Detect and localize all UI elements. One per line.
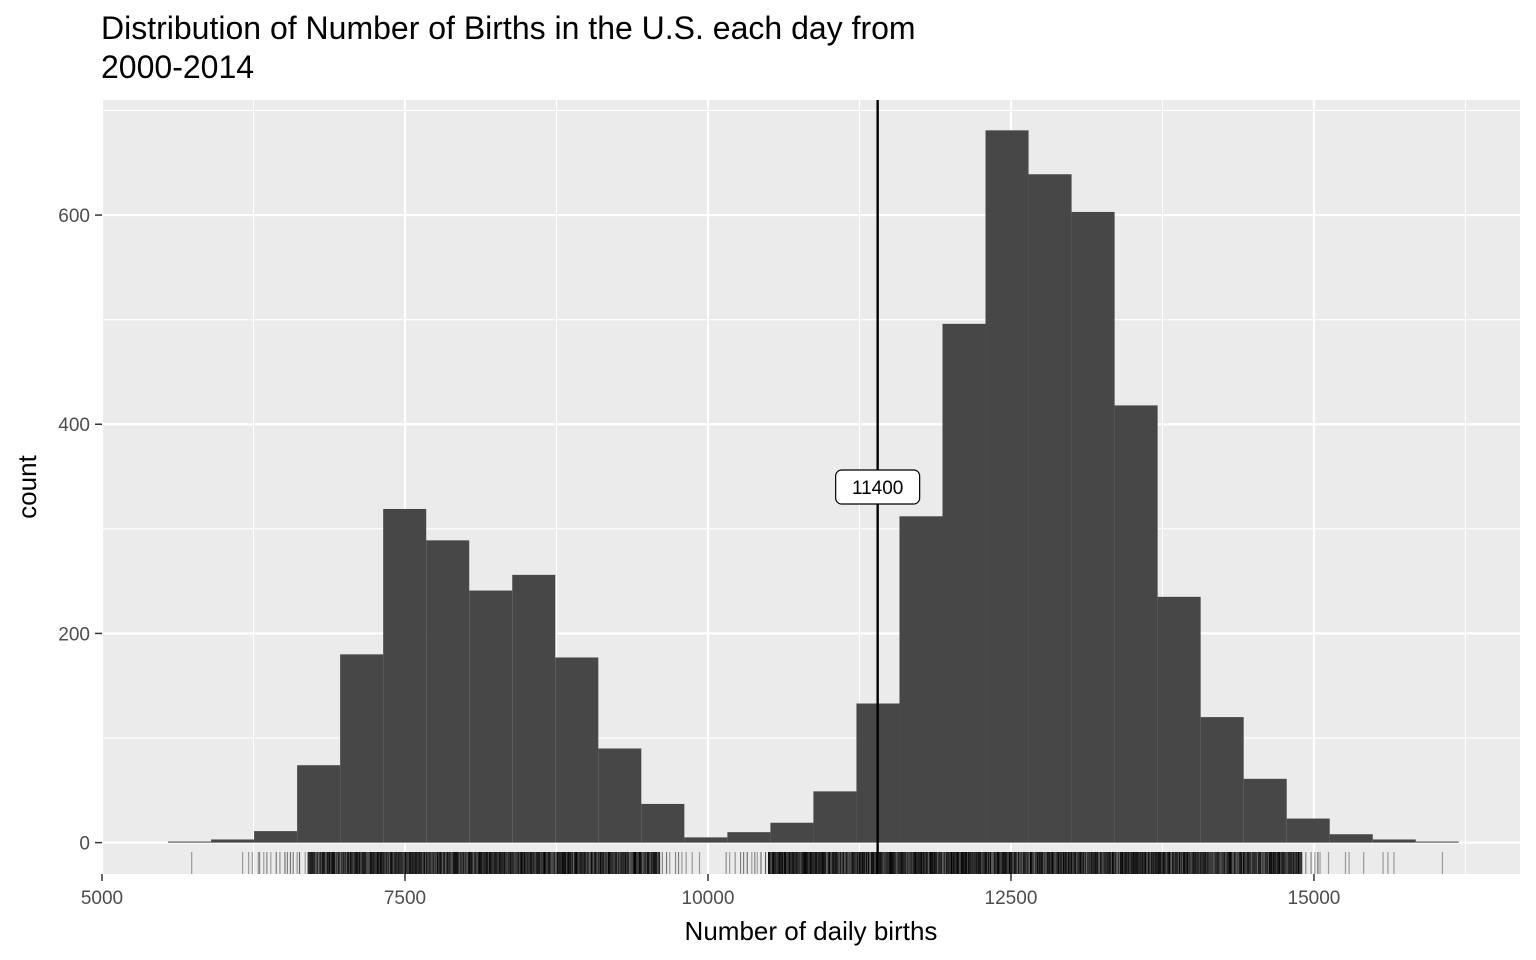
histogram-bar bbox=[1114, 405, 1158, 843]
rug-marks bbox=[191, 852, 1444, 874]
y-axis: 0 200 400 600 bbox=[58, 206, 102, 855]
histogram-bar bbox=[469, 590, 513, 843]
histogram-bar bbox=[942, 323, 986, 843]
histogram-bar bbox=[598, 748, 642, 843]
histogram-bar bbox=[1415, 841, 1459, 843]
histogram-bar bbox=[1243, 778, 1287, 843]
histogram-bar bbox=[684, 837, 728, 843]
histogram-bar bbox=[340, 654, 384, 843]
histogram-bar bbox=[211, 839, 255, 843]
histogram-bar bbox=[297, 765, 341, 843]
histogram-bar bbox=[899, 516, 943, 843]
histogram-bar bbox=[770, 822, 814, 843]
histogram-bar bbox=[254, 831, 298, 843]
reference-line-group: 11400 bbox=[835, 100, 921, 874]
histogram-bar bbox=[383, 508, 427, 843]
x-tick-label: 7500 bbox=[384, 888, 426, 909]
histogram-bar bbox=[1286, 818, 1330, 843]
y-tick-label: 0 bbox=[79, 834, 90, 855]
plot-panel bbox=[102, 100, 1520, 874]
histogram-bar bbox=[1329, 834, 1373, 843]
x-axis-title: Number of daily births bbox=[685, 916, 938, 946]
histogram-bar bbox=[813, 791, 857, 843]
x-tick-label: 15000 bbox=[1288, 888, 1341, 909]
chart-title-line-2: 2000-2014 bbox=[101, 49, 254, 85]
histogram-bar bbox=[1372, 839, 1416, 843]
histogram-bar bbox=[512, 574, 556, 843]
histogram-bar bbox=[727, 832, 771, 843]
histogram-bar bbox=[1071, 211, 1115, 843]
x-tick-label: 5000 bbox=[81, 888, 123, 909]
histogram-bar bbox=[1200, 717, 1244, 843]
x-tick-label: 12500 bbox=[985, 888, 1038, 909]
histogram-bar bbox=[1028, 174, 1072, 843]
histogram-bar bbox=[426, 540, 470, 843]
histogram-bars bbox=[168, 130, 1459, 843]
y-tick-label: 200 bbox=[58, 624, 90, 645]
y-tick-label: 400 bbox=[58, 415, 90, 436]
y-axis-title: count bbox=[12, 454, 42, 518]
histogram-bar bbox=[985, 130, 1029, 843]
histogram-bar bbox=[555, 657, 599, 843]
x-tick-label: 10000 bbox=[682, 888, 735, 909]
histogram-bar bbox=[1157, 596, 1201, 843]
chart-title-line-1: Distribution of Number of Births in the … bbox=[101, 10, 916, 46]
histogram-bar bbox=[641, 803, 685, 843]
reference-label: 11400 bbox=[852, 478, 903, 499]
y-tick-label: 600 bbox=[58, 206, 90, 227]
reference-label-box bbox=[835, 469, 921, 505]
histogram-bar bbox=[168, 841, 212, 843]
x-axis: 5000 7500 10000 12500 15000 bbox=[81, 874, 1341, 909]
